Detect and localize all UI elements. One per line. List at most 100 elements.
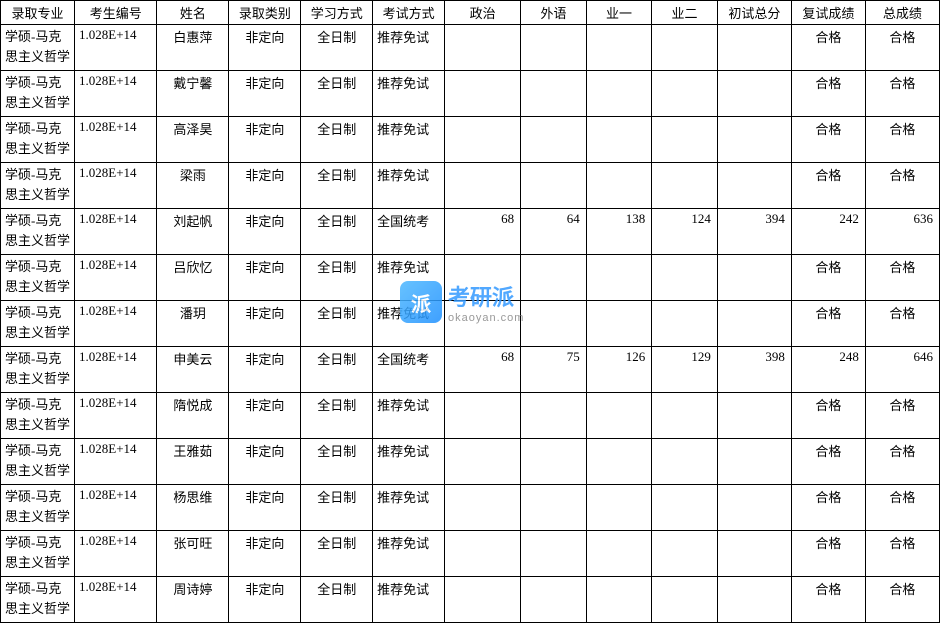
cell (445, 71, 521, 117)
major-line2: 思主义哲学 (5, 233, 70, 248)
table-row: 学硕-马克思主义哲学1.028E+14申美云非定向全日制全国统考68751261… (1, 347, 940, 393)
cell (652, 25, 718, 71)
cell: 合格 (791, 117, 865, 163)
cell: 242 (791, 209, 865, 255)
major-line2: 思主义哲学 (5, 95, 70, 110)
cell: 全日制 (301, 117, 373, 163)
cell (652, 577, 718, 623)
cell: 推荐免试 (373, 531, 445, 577)
major-line2: 思主义哲学 (5, 417, 70, 432)
cell: 白惠萍 (157, 25, 229, 71)
major-line2: 思主义哲学 (5, 325, 70, 340)
cell (586, 485, 652, 531)
major-line1: 学硕-马克 (5, 259, 61, 274)
cell: 高泽昊 (157, 117, 229, 163)
cell: 周诗婷 (157, 577, 229, 623)
cell: 1.028E+14 (75, 71, 157, 117)
cell: 推荐免试 (373, 439, 445, 485)
cell: 合格 (865, 393, 939, 439)
cell (586, 117, 652, 163)
cell: 非定向 (229, 531, 301, 577)
cell: 68 (445, 209, 521, 255)
cell: 学硕-马克思主义哲学 (1, 531, 75, 577)
table-row: 学硕-马克思主义哲学1.028E+14杨思维非定向全日制推荐免试合格合格 (1, 485, 940, 531)
cell: 64 (521, 209, 587, 255)
cell: 推荐免试 (373, 577, 445, 623)
cell: 非定向 (229, 347, 301, 393)
cell (445, 577, 521, 623)
cell: 248 (791, 347, 865, 393)
table-row: 学硕-马克思主义哲学1.028E+14戴宁馨非定向全日制推荐免试合格合格 (1, 71, 940, 117)
major-line1: 学硕-马克 (5, 535, 61, 550)
cell (652, 439, 718, 485)
major-line2: 思主义哲学 (5, 555, 70, 570)
cell: 非定向 (229, 117, 301, 163)
cell (652, 255, 718, 301)
cell: 非定向 (229, 71, 301, 117)
cell: 学硕-马克思主义哲学 (1, 301, 75, 347)
cell: 1.028E+14 (75, 255, 157, 301)
cell: 学硕-马克思主义哲学 (1, 71, 75, 117)
cell (521, 301, 587, 347)
cell: 全日制 (301, 163, 373, 209)
major-line2: 思主义哲学 (5, 49, 70, 64)
major-line1: 学硕-马克 (5, 121, 61, 136)
cell: 推荐免试 (373, 255, 445, 301)
col-major: 录取专业 (1, 1, 75, 25)
cell (717, 301, 791, 347)
table-row: 学硕-马克思主义哲学1.028E+14王雅茹非定向全日制推荐免试合格合格 (1, 439, 940, 485)
cell: 1.028E+14 (75, 393, 157, 439)
cell: 合格 (865, 439, 939, 485)
cell: 合格 (865, 255, 939, 301)
cell: 全日制 (301, 531, 373, 577)
cell: 1.028E+14 (75, 577, 157, 623)
table-row: 学硕-马克思主义哲学1.028E+14刘起帆非定向全日制全国统考68641381… (1, 209, 940, 255)
cell (521, 255, 587, 301)
cell (445, 485, 521, 531)
cell: 合格 (791, 531, 865, 577)
col-total: 总成绩 (865, 1, 939, 25)
cell: 梁雨 (157, 163, 229, 209)
cell (652, 393, 718, 439)
cell: 合格 (791, 577, 865, 623)
cell: 1.028E+14 (75, 163, 157, 209)
table-row: 学硕-马克思主义哲学1.028E+14潘玥非定向全日制推荐免试合格合格 (1, 301, 940, 347)
cell (717, 439, 791, 485)
cell (445, 163, 521, 209)
cell (586, 255, 652, 301)
cell: 学硕-马克思主义哲学 (1, 209, 75, 255)
table-row: 学硕-马克思主义哲学1.028E+14周诗婷非定向全日制推荐免试合格合格 (1, 577, 940, 623)
cell (717, 485, 791, 531)
table-row: 学硕-马克思主义哲学1.028E+14白惠萍非定向全日制推荐免试合格合格 (1, 25, 940, 71)
cell (652, 71, 718, 117)
cell (652, 531, 718, 577)
cell (445, 301, 521, 347)
col-type: 录取类别 (229, 1, 301, 25)
cell (586, 163, 652, 209)
cell (652, 117, 718, 163)
cell: 1.028E+14 (75, 347, 157, 393)
cell (717, 531, 791, 577)
cell (445, 439, 521, 485)
cell: 138 (586, 209, 652, 255)
cell (717, 163, 791, 209)
cell: 张可旺 (157, 531, 229, 577)
cell: 推荐免试 (373, 25, 445, 71)
cell: 吕欣忆 (157, 255, 229, 301)
major-line2: 思主义哲学 (5, 279, 70, 294)
cell (717, 577, 791, 623)
cell: 学硕-马克思主义哲学 (1, 25, 75, 71)
cell: 刘起帆 (157, 209, 229, 255)
cell: 学硕-马克思主义哲学 (1, 439, 75, 485)
cell (652, 301, 718, 347)
cell (586, 71, 652, 117)
header-row: 录取专业 考生编号 姓名 录取类别 学习方式 考试方式 政治 外语 业一 业二 … (1, 1, 940, 25)
cell: 推荐免试 (373, 163, 445, 209)
cell: 1.028E+14 (75, 439, 157, 485)
cell: 129 (652, 347, 718, 393)
cell: 学硕-马克思主义哲学 (1, 163, 75, 209)
cell: 全日制 (301, 439, 373, 485)
cell: 非定向 (229, 25, 301, 71)
cell: 合格 (791, 163, 865, 209)
cell (652, 163, 718, 209)
